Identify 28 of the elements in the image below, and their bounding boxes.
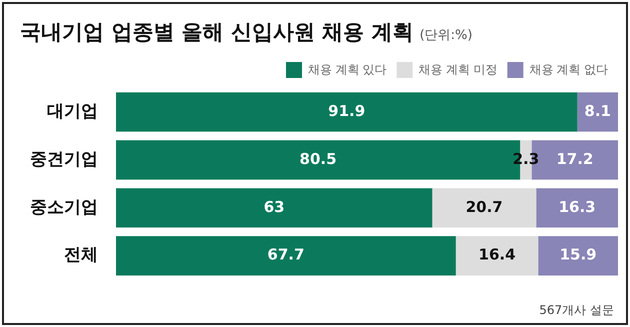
data-label: 67.7 — [267, 246, 304, 264]
bar — [538, 236, 618, 276]
legend-label: 채용 계획 미정 — [418, 62, 498, 76]
bar — [456, 236, 538, 276]
chart-title: 국내기업 업종별 올해 신입사원 채용 계획 — [20, 20, 414, 44]
bar — [577, 92, 618, 132]
data-label: 17.2 — [556, 150, 594, 168]
data-label: 20.7 — [466, 198, 503, 216]
data-label: 8.1 — [584, 102, 611, 120]
data-label: 63 — [264, 198, 285, 216]
legend-label: 채용 계획 있다 — [308, 62, 387, 76]
data-label: 16.4 — [478, 246, 516, 264]
data-label: 16.3 — [558, 198, 596, 216]
data-label: 15.9 — [560, 246, 597, 264]
y-tick-label: 중소기업 — [30, 197, 98, 218]
bar — [432, 188, 536, 228]
y-tick-label: 대기업 — [47, 101, 98, 122]
chart-subtitle: (단위:%) — [420, 28, 472, 43]
data-label: 80.5 — [300, 150, 337, 168]
bar — [116, 92, 578, 132]
bar — [116, 188, 432, 228]
bar — [536, 188, 618, 228]
data-label: 91.9 — [328, 102, 366, 120]
y-tick-label: 전체 — [64, 245, 98, 266]
text: 567개사 설문 — [539, 302, 614, 319]
y-tick-label: 중견기업 — [30, 149, 98, 170]
bar — [116, 236, 456, 276]
legend-label: 채용 계획 없다 — [529, 62, 608, 76]
